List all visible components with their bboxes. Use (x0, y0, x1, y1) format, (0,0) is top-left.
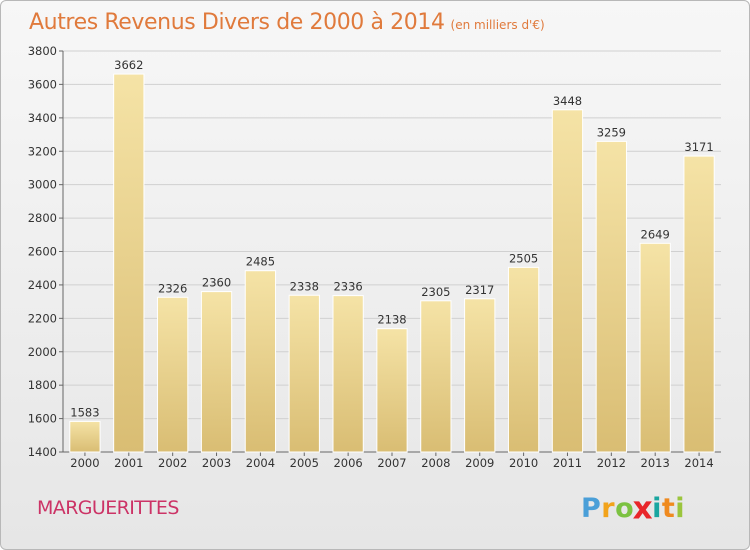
x-tick-label-2006: 2006 (333, 456, 362, 470)
data-label-2005: 2338 (290, 279, 319, 293)
y-tick-label: 1400 (28, 445, 57, 459)
data-label-2004: 2485 (246, 255, 275, 269)
bar-2009 (464, 298, 496, 453)
y-tick-label: 1600 (28, 412, 57, 426)
data-label-2002: 2326 (158, 281, 187, 295)
data-label-2014: 3171 (684, 140, 713, 154)
x-tick-label-2000: 2000 (70, 456, 99, 470)
y-tick-label: 2800 (28, 211, 57, 225)
bar-2008 (420, 300, 452, 453)
y-tick-label: 2200 (28, 311, 57, 325)
logo-letter: r (601, 493, 616, 524)
y-tick-label: 3200 (28, 144, 57, 158)
bar-2010 (507, 266, 540, 453)
data-label-2003: 2360 (202, 276, 231, 290)
x-tick-label-2005: 2005 (290, 456, 319, 470)
chart-unit-label: (en milliers d'€) (450, 18, 545, 32)
data-label-2008: 2305 (421, 285, 450, 299)
logo-letter: P (581, 493, 602, 524)
x-tick-label-2014: 2014 (684, 456, 713, 470)
bars (69, 73, 715, 453)
x-tick-label-2009: 2009 (465, 456, 494, 470)
bar-2007 (376, 328, 408, 453)
y-tick-label: 2400 (28, 278, 57, 292)
bar-2002 (157, 296, 189, 453)
bar-2013 (639, 242, 671, 453)
data-label-2009: 2317 (465, 283, 494, 297)
logo-letter: i (652, 493, 662, 524)
x-tick-label-2010: 2010 (509, 456, 538, 470)
x-tick-label-2003: 2003 (202, 456, 231, 470)
x-tick-label-2004: 2004 (246, 456, 275, 470)
x-tick-label-2008: 2008 (421, 456, 450, 470)
tick-labels: 1400 1600 1800 2000 2200 2400 2600 2800 3000 3200… (28, 44, 714, 470)
bar-2006 (332, 295, 364, 453)
data-label-2013: 2649 (641, 227, 670, 241)
y-tick-label: 3600 (28, 77, 57, 91)
y-tick-label: 2600 (28, 245, 57, 259)
logo-letter: i (675, 493, 686, 524)
y-tick-label: 3800 (28, 44, 57, 58)
bar-2011 (551, 109, 584, 453)
x-tick-label-2001: 2001 (114, 456, 143, 470)
data-label-2000: 1583 (70, 405, 99, 419)
y-tick-label: 2000 (28, 345, 57, 359)
bar-2014 (683, 155, 715, 453)
proxiti-logo[interactable]: Proxiti (581, 490, 686, 527)
x-tick-label-2002: 2002 (158, 456, 187, 470)
x-tick-label-2013: 2013 (641, 456, 670, 470)
y-tick-label: 1800 (28, 378, 57, 392)
chart-title: Autres Revenus Divers de 2000 à 2014 (en … (29, 10, 545, 35)
data-label-2001: 3662 (114, 58, 143, 72)
commune-name: MARGUERITTES (37, 497, 179, 519)
logo-letter: x (632, 490, 654, 527)
x-tick-label-2007: 2007 (377, 456, 406, 470)
bar-2001 (113, 73, 145, 453)
x-tick-label-2011: 2011 (553, 456, 582, 470)
data-label-2006: 2336 (333, 280, 362, 294)
bar-2012 (595, 140, 627, 453)
bar-2004 (244, 270, 277, 453)
y-tick-label: 3000 (28, 178, 57, 192)
data-label-2011: 3448 (553, 94, 582, 108)
data-label-2012: 3259 (597, 125, 626, 139)
logo-letter: t (661, 493, 676, 524)
data-labels: 1583 3662 2326 2360 2485 2338 2336 2138 2305 2317… (70, 58, 713, 419)
data-label-2010: 2505 (509, 251, 538, 265)
bar-2003 (200, 291, 233, 453)
x-tick-label-2012: 2012 (597, 456, 626, 470)
bar-2005 (288, 294, 320, 453)
chart-title-text: Autres Revenus Divers de 2000 à 2014 (29, 10, 445, 35)
logo-letter: o (615, 493, 635, 524)
data-label-2007: 2138 (377, 313, 406, 327)
bar-2000 (69, 420, 101, 453)
y-tick-label: 3400 (28, 111, 57, 125)
